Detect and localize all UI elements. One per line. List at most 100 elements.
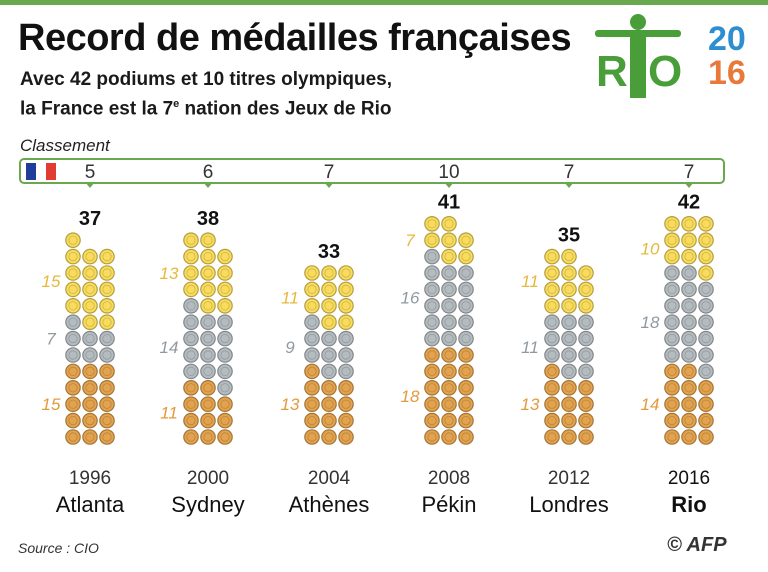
medal-bronze [424,396,440,412]
medal-inner-ring [186,235,196,245]
medal-argent [183,298,199,314]
total-label: 33 [318,241,340,263]
medal-argent [217,380,233,396]
medal-or [65,265,81,281]
medal-inner-ring [684,317,694,327]
medal-argent [424,281,440,298]
medal-inner-ring [564,416,574,426]
medal-or [698,215,714,232]
medal-inner-ring [341,383,351,393]
medal-argent [561,347,577,363]
medal-inner-ring [581,366,591,376]
medal-inner-ring [220,366,230,376]
medal-inner-ring [701,317,711,327]
medal-inner-ring [667,399,677,409]
medal-argent [681,281,697,298]
medal-bronze [183,380,199,396]
medal-inner-ring [186,432,196,442]
ranking-value: 10 [438,162,460,183]
medal-column-2016: 14 18 10 42 [641,192,714,445]
medal-or [578,298,594,314]
medal-or [561,265,577,281]
medal-inner-ring [701,334,711,344]
medal-bronze [99,412,115,429]
medal-inner-ring [547,334,557,344]
medal-argent [441,314,457,330]
medal-inner-ring [444,399,454,409]
medal-inner-ring [684,219,694,229]
medal-argent [65,347,81,363]
medal-argent [321,330,337,347]
medal-argent [217,347,233,363]
medal-inner-ring [85,350,95,360]
afp-credit: © AFP [667,534,727,556]
medal-bronze [65,396,81,412]
medal-inner-ring [564,350,574,360]
medal-inner-ring [68,235,78,245]
ranking-bar [19,158,725,184]
medal-inner-ring [667,284,677,295]
medal-bronze [321,412,337,429]
medal-inner-ring [102,399,112,409]
count-label-bronze: 14 [641,395,660,414]
medal-bronze [321,380,337,396]
medal-argent [664,347,680,363]
medal-bronze [681,380,697,396]
logo-year-top: 20 [708,20,746,58]
medal-bronze [82,363,98,380]
medal-inner-ring [564,334,574,344]
medal-or [183,281,199,298]
medal-inner-ring [341,366,351,376]
total-label: 38 [197,208,219,230]
medal-or [183,248,199,265]
medal-inner-ring [68,432,78,442]
medal-inner-ring [341,399,351,409]
medal-inner-ring [341,317,351,327]
medal-inner-ring [324,334,334,344]
medal-argent [578,314,594,330]
medal-argent [183,330,199,347]
medal-or [65,232,81,248]
medal-argent [681,314,697,330]
medal-bronze [458,363,474,380]
medal-inner-ring [203,399,213,409]
medal-bronze [544,412,560,429]
medal-argent [544,314,560,330]
medal-argent [321,347,337,363]
medal-inner-ring [307,334,317,344]
medal-argent [217,314,233,330]
medal-or [321,314,337,330]
medal-inner-ring [444,383,454,393]
medal-inner-ring [220,268,230,278]
count-label-or: 10 [641,239,660,258]
medal-bronze [217,429,233,445]
medal-inner-ring [667,350,677,360]
medal-inner-ring [427,366,437,376]
medal-or [99,314,115,330]
medal-inner-ring [547,251,557,262]
medal-inner-ring [581,416,591,426]
medal-inner-ring [220,350,230,360]
medal-inner-ring [220,251,230,262]
medal-inner-ring [427,219,437,229]
medal-or [698,265,714,281]
subtitle-line-2-start: la France est la 7 [20,98,174,120]
medal-inner-ring [667,301,677,311]
medal-inner-ring [684,284,694,295]
ranking-pointer [444,182,454,188]
medal-inner-ring [102,383,112,393]
medal-inner-ring [307,317,317,327]
medal-argent [441,265,457,281]
medal-bronze [183,429,199,445]
medal-inner-ring [203,350,213,360]
medal-inner-ring [186,366,196,376]
medal-argent [99,330,115,347]
medal-or [681,248,697,265]
medal-or [441,215,457,232]
logo-year-bottom: 16 [708,54,746,92]
medal-inner-ring [444,366,454,376]
medal-or [217,281,233,298]
medal-or [200,248,216,265]
medal-argent [338,363,354,380]
medal-argent [424,298,440,314]
